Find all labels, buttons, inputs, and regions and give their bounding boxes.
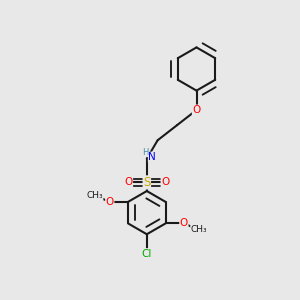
- Text: O: O: [161, 177, 169, 188]
- Text: O: O: [180, 218, 188, 228]
- Text: CH₃: CH₃: [191, 225, 207, 234]
- Text: O: O: [192, 105, 201, 115]
- Text: Cl: Cl: [142, 249, 152, 259]
- Text: H: H: [142, 148, 148, 157]
- Text: N: N: [148, 152, 156, 162]
- Text: O: O: [106, 197, 114, 207]
- Text: O: O: [124, 177, 133, 188]
- Text: CH₃: CH₃: [86, 191, 103, 200]
- Text: S: S: [143, 176, 151, 189]
